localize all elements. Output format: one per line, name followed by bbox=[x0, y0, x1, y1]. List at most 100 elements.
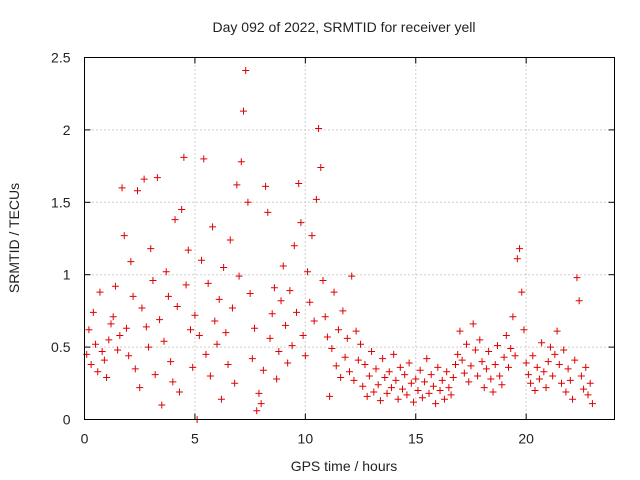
data-point bbox=[330, 288, 338, 296]
data-point bbox=[209, 223, 217, 231]
data-point bbox=[228, 304, 236, 312]
x-tick-label: 15 bbox=[408, 431, 424, 447]
data-point bbox=[434, 363, 442, 371]
data-point bbox=[290, 242, 298, 250]
data-point bbox=[94, 368, 102, 376]
data-point bbox=[220, 263, 228, 271]
data-point bbox=[317, 164, 325, 172]
data-point bbox=[412, 375, 420, 383]
data-point bbox=[270, 284, 278, 292]
data-point bbox=[469, 320, 477, 328]
data-point bbox=[569, 395, 577, 403]
data-point bbox=[449, 374, 457, 382]
data-point bbox=[217, 395, 225, 403]
data-point bbox=[573, 274, 581, 282]
x-axis-label: GPS time / hours bbox=[291, 458, 398, 474]
data-point bbox=[527, 379, 535, 387]
data-point bbox=[538, 339, 546, 347]
data-point bbox=[546, 343, 554, 351]
data-point bbox=[92, 340, 100, 348]
data-point bbox=[354, 356, 362, 364]
data-point bbox=[204, 279, 212, 287]
data-point bbox=[173, 303, 181, 311]
data-point bbox=[368, 347, 376, 355]
data-point bbox=[142, 323, 150, 331]
data-point bbox=[427, 371, 435, 379]
data-point bbox=[553, 327, 561, 335]
data-point bbox=[432, 400, 440, 408]
data-point bbox=[365, 372, 373, 380]
data-point bbox=[425, 389, 433, 397]
y-tick-label: 1.5 bbox=[51, 194, 71, 210]
axis-ticks bbox=[84, 57, 615, 420]
data-point bbox=[222, 329, 230, 337]
data-point bbox=[531, 387, 539, 395]
data-point bbox=[257, 400, 265, 408]
data-point bbox=[195, 332, 203, 340]
data-point bbox=[416, 366, 424, 374]
data-point bbox=[575, 297, 583, 305]
data-point bbox=[410, 398, 418, 406]
data-point bbox=[496, 372, 504, 380]
data-point bbox=[235, 272, 243, 280]
data-point bbox=[379, 355, 387, 363]
x-tick-label: 10 bbox=[298, 431, 314, 447]
data-point bbox=[242, 67, 250, 75]
data-point bbox=[246, 290, 254, 298]
data-point bbox=[555, 360, 563, 368]
data-point bbox=[279, 262, 287, 270]
data-point bbox=[381, 374, 389, 382]
data-point bbox=[100, 356, 108, 364]
data-point bbox=[394, 395, 402, 403]
data-point bbox=[482, 365, 490, 373]
data-point bbox=[403, 391, 411, 399]
data-point bbox=[114, 346, 122, 354]
data-point bbox=[277, 297, 285, 305]
data-point bbox=[454, 350, 462, 358]
data-point bbox=[85, 326, 93, 334]
data-point bbox=[301, 352, 309, 360]
data-point bbox=[544, 358, 552, 366]
data-point bbox=[429, 382, 437, 390]
data-point bbox=[149, 276, 157, 284]
data-point bbox=[372, 365, 380, 373]
data-point bbox=[458, 356, 466, 364]
data-point bbox=[120, 232, 128, 240]
data-point bbox=[288, 342, 296, 350]
data-point bbox=[332, 362, 340, 370]
data-point bbox=[485, 347, 493, 355]
data-point bbox=[348, 272, 356, 280]
data-point bbox=[337, 374, 345, 382]
data-point bbox=[319, 276, 327, 284]
data-point bbox=[524, 371, 532, 379]
data-point bbox=[215, 295, 223, 303]
data-point bbox=[370, 388, 378, 396]
data-point bbox=[189, 363, 197, 371]
data-point bbox=[445, 384, 453, 392]
y-tick-label: 0 bbox=[63, 412, 71, 428]
data-point bbox=[162, 268, 170, 276]
x-tick-label: 20 bbox=[518, 431, 534, 447]
data-point bbox=[361, 360, 369, 368]
data-point bbox=[535, 375, 543, 383]
data-point bbox=[310, 317, 318, 325]
y-tick-label: 0.5 bbox=[51, 339, 71, 355]
data-point bbox=[211, 317, 219, 325]
data-point bbox=[571, 356, 579, 364]
data-point bbox=[387, 384, 395, 392]
data-point bbox=[213, 340, 221, 348]
x-tick-label: 5 bbox=[191, 431, 199, 447]
data-point bbox=[443, 368, 451, 376]
data-point bbox=[275, 347, 283, 355]
data-point bbox=[540, 368, 548, 376]
data-point bbox=[489, 388, 497, 396]
data-point bbox=[586, 379, 594, 387]
data-point bbox=[374, 381, 382, 389]
data-point bbox=[352, 327, 360, 335]
data-point bbox=[178, 206, 186, 214]
data-point bbox=[295, 179, 303, 187]
y-tick-labels: 0 0.5 1 1.5 2 2.5 bbox=[51, 50, 71, 428]
data-point bbox=[109, 313, 117, 321]
data-point bbox=[273, 375, 281, 383]
data-point bbox=[423, 355, 431, 363]
